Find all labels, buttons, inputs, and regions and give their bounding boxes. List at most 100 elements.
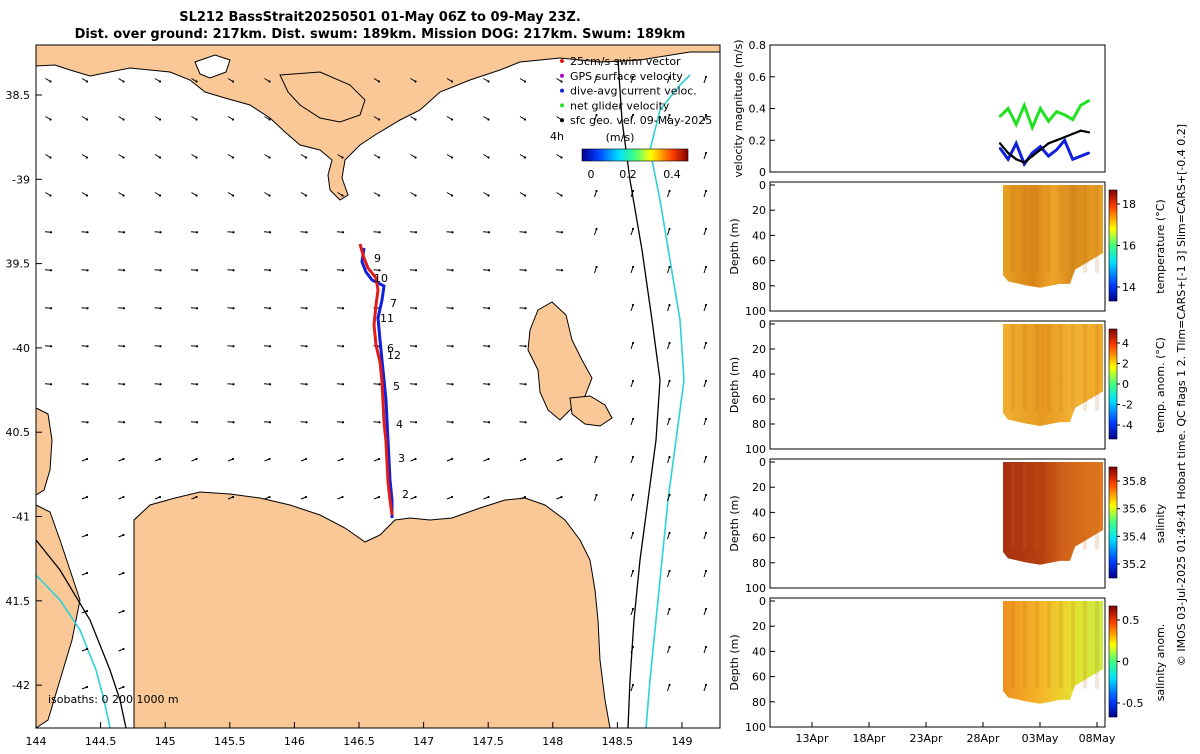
colorbar-tick-label: 18 (1122, 198, 1136, 211)
velocity-arrow-head (304, 457, 308, 461)
velocity-arrow-head (159, 345, 162, 348)
depth-tick-label: 0 (759, 456, 766, 469)
velocity-arrow-head (268, 307, 272, 310)
depth-tick-label: 60 (752, 393, 766, 406)
panel-1: 0 0.2 0.4 0.6 0.8 velocity magnitude (m/s) (732, 39, 1106, 179)
depth-tick-label: 100 (745, 305, 766, 318)
velocity-arrow-head (414, 118, 417, 121)
velocity-arrow-head (159, 269, 162, 272)
velocity-arrow-head (523, 495, 527, 499)
heatmap-stripe (1059, 185, 1063, 273)
series-point (1055, 148, 1058, 151)
velocity-arrow-head (414, 421, 418, 424)
velocity-arrow-head (122, 457, 125, 461)
velocity-arrow-head (195, 383, 199, 386)
x-tick-label: 13Apr (795, 732, 829, 745)
colorbar-tick-label: -0.5 (1122, 697, 1143, 710)
heatmap-stripe (1071, 324, 1075, 412)
panel-4: 100 80 60 40 20 0 Depth (m) 35.2 35.4 35.6 35.8 sal… (728, 456, 1167, 595)
velocity-arrow-head (122, 571, 125, 575)
velocity-arrow-head (631, 303, 635, 307)
series-point (1063, 113, 1066, 117)
legend-item-label: dive-avg current veloc. (570, 85, 697, 98)
velocity-arrow-head (49, 383, 53, 386)
glider-track-blue (360, 247, 394, 518)
series-point (1079, 154, 1082, 158)
lon-tick-label: 145.5 (214, 735, 246, 748)
velocity-arrow-head (158, 457, 162, 461)
velocity-arrow-head (378, 383, 381, 386)
velocity-arrow-head (595, 189, 598, 193)
panel-3: 100 80 60 40 20 0 Depth (m) -4 -2 0 2 4 temp. anom. … (728, 318, 1167, 456)
y-tick-label: 0 (759, 166, 766, 179)
heatmap-stripe (1023, 324, 1027, 412)
velocity-arrow-head (341, 383, 345, 386)
depth-tick-label: 20 (752, 481, 766, 494)
velocity-arrow-head (341, 194, 344, 197)
velocity-arrow-head (86, 269, 89, 272)
velocity-arrow-head (378, 421, 381, 424)
legend-item-label: net glider velocity (570, 99, 670, 112)
legend-hours-label: 4h (550, 130, 564, 143)
velocity-arrow-head (49, 269, 53, 272)
series-point (1006, 151, 1010, 155)
velocity-arrow-head (86, 307, 89, 310)
velocity-arrow-head (341, 307, 345, 310)
velocity-arrow-head (122, 118, 125, 121)
velocity-arrow-head (704, 341, 708, 345)
velocity-arrow-head (487, 118, 490, 121)
velocity-arrow-head (341, 421, 345, 424)
waypoint-label: 12 (387, 349, 401, 362)
series-line-2 (998, 137, 1090, 168)
velocity-arrow-head (451, 383, 454, 386)
velocity-arrow-head (122, 533, 125, 537)
velocity-arrow-head (668, 341, 671, 345)
velocity-arrow-head (414, 457, 417, 461)
velocity-arrow-head (595, 493, 598, 497)
colorbar-label: salinity anom. (1154, 624, 1167, 702)
velocity-arrow-head (414, 345, 418, 348)
depth-tick-label: 60 (752, 671, 766, 684)
heatmap-stripe (1059, 462, 1063, 550)
depth-tick-label: 40 (752, 368, 766, 381)
velocity-arrow-head (304, 194, 308, 197)
timeseries-panels: 0 0.2 0.4 0.6 0.8 velocity magnitude (m/s) 100… (728, 39, 1167, 745)
series-point (1087, 99, 1091, 102)
velocity-arrow-head (305, 345, 308, 348)
lat-tick-label: -40 (12, 342, 30, 355)
velocity-arrow-head (523, 118, 527, 121)
velocity-arrow-head (158, 194, 162, 197)
heatmap-stripe (1047, 601, 1051, 689)
velocity-arrow-head (524, 421, 527, 424)
velocity-arrow-head (668, 493, 671, 497)
velocity-arrow-head (377, 156, 381, 159)
series-point (1031, 154, 1034, 158)
velocity-arrow-head (305, 421, 308, 424)
velocity-arrow-head (704, 75, 708, 79)
bay-water (194, 54, 231, 79)
heatmap-stripe (1023, 185, 1027, 273)
velocity-arrow-head (560, 457, 563, 461)
legend-item-label: GPS surface velocity (570, 70, 683, 83)
panel-5: 100 80 60 40 20 0 Depth (m) -0.5 0 0.5 salinity an… (728, 595, 1167, 745)
map-legend: 25cm/s swim vector GPS surface velocity di… (550, 55, 712, 181)
velocity-arrow-head (122, 421, 126, 424)
velocity-arrow-head (85, 118, 89, 121)
velocity-arrow-head (524, 269, 527, 272)
waypoint-label: 9 (374, 252, 381, 265)
lon-tick-label: 149 (672, 735, 693, 748)
velocity-arrow-head (560, 495, 563, 499)
heatmap-stripe (1059, 324, 1063, 412)
velocity-arrow-head (524, 383, 527, 386)
velocity-arrow-head (86, 383, 89, 386)
velocity-arrow-head (231, 118, 235, 121)
velocity-arrow-head (451, 307, 454, 310)
heatmap-stripe (1083, 462, 1087, 550)
heatmap-stripe (1011, 601, 1015, 689)
legend-swatch (560, 59, 564, 63)
velocity-arrow-head (523, 156, 527, 159)
lat-tick-label: -41 (12, 511, 30, 524)
heatmap-stripe (1059, 601, 1063, 689)
depth-tick-label: 100 (745, 721, 766, 734)
